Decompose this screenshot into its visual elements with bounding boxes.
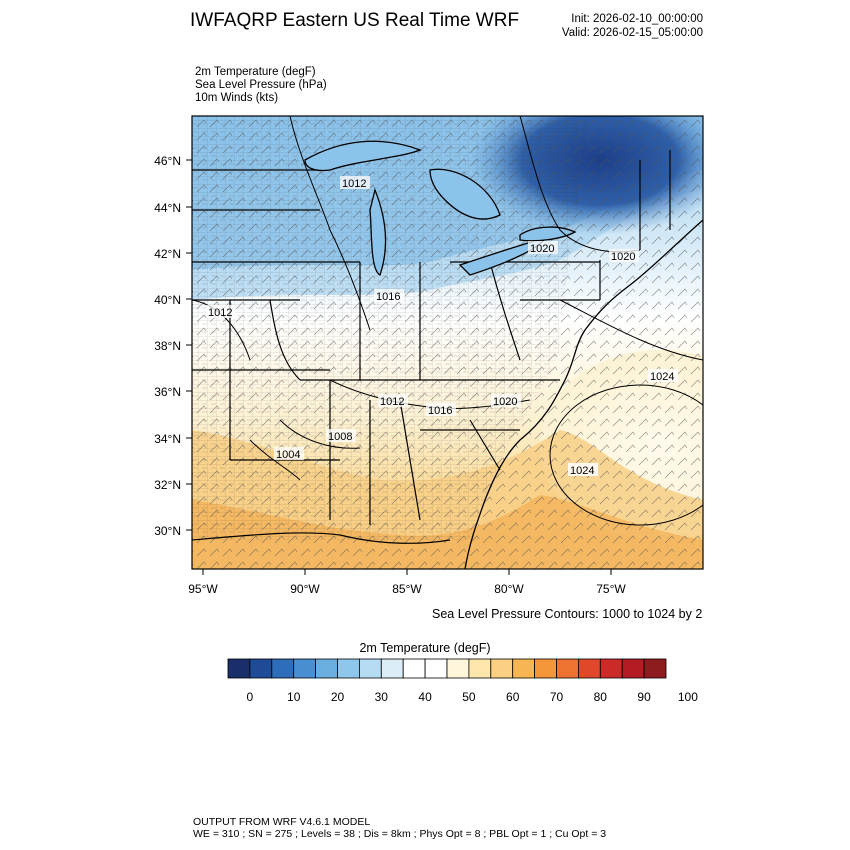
lat-label: 42°N (154, 247, 181, 261)
isobar-label: 1020 (609, 249, 639, 263)
svg-text:1020: 1020 (493, 396, 517, 408)
isobar-label: 1012 (378, 394, 408, 408)
colorbar-tick-label: 10 (287, 690, 301, 704)
svg-text:1020: 1020 (611, 251, 635, 263)
colorbar-tick-label: 70 (550, 690, 564, 704)
svg-text:1008: 1008 (328, 431, 352, 443)
colorbar-tick-label: 50 (462, 690, 476, 704)
field-label-temperature: 2m Temperature (degF) (195, 66, 316, 78)
lon-label: 85°W (392, 582, 422, 596)
slp-contour-note: Sea Level Pressure Contours: 1000 to 102… (432, 607, 703, 621)
colorbar-tick-label: 80 (594, 690, 608, 704)
lat-label: 44°N (154, 201, 181, 215)
svg-text:1016: 1016 (428, 405, 452, 417)
colorbar-swatch (249, 658, 273, 679)
map-field (192, 116, 703, 569)
colorbar-tick-label: 100 (678, 690, 698, 704)
colorbar-swatch (534, 658, 557, 679)
colorbar-swatch (358, 658, 382, 679)
colorbar-swatch (293, 658, 317, 679)
colorbar-swatch (337, 658, 360, 679)
colorbar-swatch (271, 658, 295, 679)
colorbar (227, 658, 667, 679)
colorbar-swatch (599, 658, 623, 679)
lat-label: 34°N (154, 432, 181, 446)
lat-label: 30°N (154, 524, 181, 538)
isobar-label: 1008 (326, 429, 356, 443)
field-label-pressure: Sea Level Pressure (hPa) (195, 79, 327, 91)
colorbar-swatch (424, 658, 448, 679)
model-footer: OUTPUT FROM WRF V4.6.1 MODEL (193, 816, 371, 828)
lon-label: 75°W (596, 582, 626, 596)
colorbar-swatch (556, 658, 579, 679)
colorbar-swatch (227, 658, 251, 679)
svg-text:1020: 1020 (530, 243, 554, 255)
colorbar-tick-label: 20 (331, 690, 345, 704)
lon-label: 80°W (494, 582, 524, 596)
svg-text:1012: 1012 (342, 178, 366, 190)
svg-text:1012: 1012 (208, 307, 232, 319)
colorbar-swatch (380, 658, 404, 679)
model-config-footer: WE = 310 ; SN = 275 ; Levels = 38 ; Dis … (193, 828, 607, 840)
isobar-label: 1024 (568, 463, 598, 477)
great-lakes (304, 140, 577, 276)
init-time: Init: 2026-02-10_00:00:00 (571, 13, 703, 25)
valid-time: Valid: 2026-02-15_05:00:00 (561, 27, 703, 39)
colorbar-swatch (402, 658, 426, 679)
colorbar-swatch (578, 658, 601, 679)
isobar-label: 1004 (274, 447, 304, 461)
field-label-winds: 10m Winds (kts) (195, 92, 279, 104)
colorbar-tick-label: 40 (418, 690, 432, 704)
colorbar-tick-label: 0 (247, 690, 254, 704)
svg-text:1024: 1024 (570, 465, 594, 477)
isobar-label: 1020 (491, 394, 521, 408)
lon-label: 90°W (290, 582, 320, 596)
isobar-label: 1024 (648, 369, 678, 383)
colorbar-swatch (468, 658, 492, 679)
isobar-label: 1016 (374, 289, 404, 303)
colorbar-swatch (512, 658, 536, 679)
colorbar-swatch (490, 658, 514, 679)
colorbar-swatch (621, 658, 645, 679)
svg-text:1024: 1024 (650, 371, 674, 383)
lon-label: 95°W (188, 582, 218, 596)
colorbar-tick-label: 60 (506, 690, 520, 704)
plot-title: IWFAQRP Eastern US Real Time WRF (190, 10, 520, 31)
svg-text:1004: 1004 (276, 449, 300, 461)
colorbar-tick-label: 30 (375, 690, 389, 704)
svg-text:1016: 1016 (376, 291, 400, 303)
lat-label: 38°N (154, 339, 181, 353)
isobar-label: 1016 (426, 403, 456, 417)
lat-label: 36°N (154, 385, 181, 399)
lat-label: 46°N (154, 154, 181, 168)
colorbar-swatch (446, 658, 470, 679)
isobar-label: 1020 (528, 241, 558, 255)
svg-text:1012: 1012 (380, 396, 404, 408)
colorbar-title: 2m Temperature (degF) (359, 641, 491, 655)
isobar-label: 1012 (206, 305, 236, 319)
map-frame (191, 115, 704, 570)
colorbar-tick-label: 90 (637, 690, 651, 704)
lat-label: 32°N (154, 478, 181, 492)
colorbar-swatch (643, 658, 667, 679)
lat-label: 40°N (154, 293, 181, 307)
colorbar-swatch (315, 658, 338, 679)
isobar-label: 1012 (340, 176, 370, 190)
